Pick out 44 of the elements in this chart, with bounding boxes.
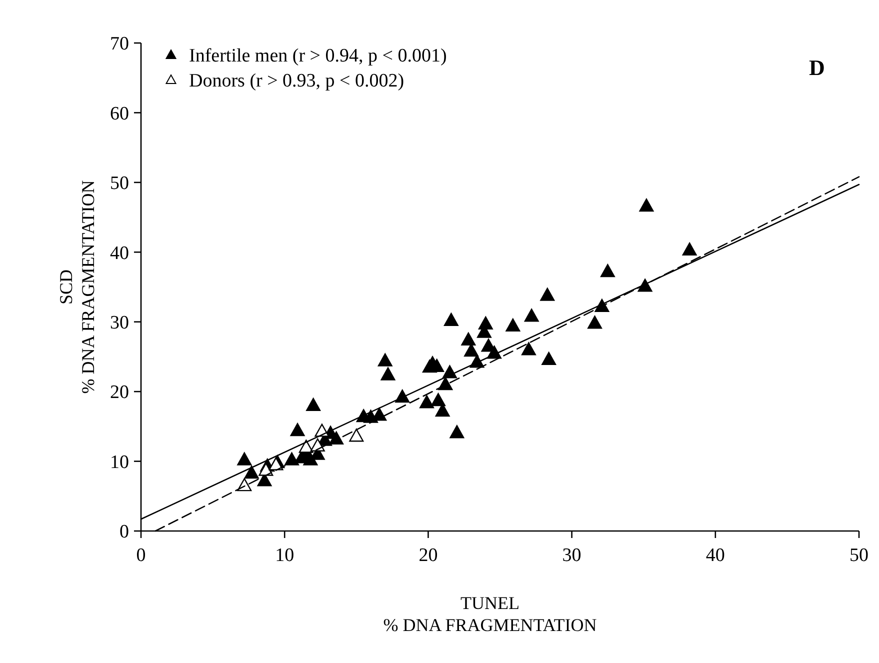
point [306, 398, 321, 412]
legend-label: Infertile men (r > 0.94, p < 0.001) [189, 46, 447, 67]
y-tick-label: 10 [110, 452, 129, 473]
x-tick-label: 50 [850, 545, 868, 566]
point [588, 316, 602, 329]
x-axis-title: TUNEL % DNA FRAGMENTATION [383, 593, 597, 635]
point [349, 428, 364, 442]
point [542, 352, 556, 366]
point [461, 332, 476, 346]
point [639, 198, 654, 212]
y-tick-label: 0 [120, 522, 129, 543]
y-axis-title: SCD % DNA FRAGMENTATION [56, 180, 98, 394]
point [237, 452, 252, 466]
y-tick-label: 70 [110, 34, 129, 55]
point [600, 264, 615, 278]
point [464, 344, 479, 357]
point [244, 466, 259, 479]
y-tick-label: 30 [110, 312, 129, 334]
point [524, 308, 539, 322]
point [298, 440, 314, 453]
point [638, 278, 652, 292]
point [450, 425, 464, 438]
annotation: D [809, 55, 825, 80]
y-tick-label: 50 [110, 173, 129, 194]
point [444, 312, 458, 326]
x-tick-label: 30 [562, 545, 582, 566]
point [521, 342, 536, 356]
x-tick-label: 0 [136, 545, 146, 566]
point [540, 288, 555, 301]
x-tick-label: 10 [275, 545, 294, 566]
x-tick-label: 20 [418, 545, 438, 566]
point [506, 318, 520, 332]
point [431, 393, 446, 406]
point [380, 367, 396, 380]
point [420, 395, 434, 408]
y-tick-label: 40 [110, 242, 129, 264]
y-tick-label: 60 [110, 103, 129, 124]
point [378, 353, 392, 366]
y-tick-label: 20 [110, 382, 129, 404]
point [478, 316, 493, 330]
point [682, 242, 697, 256]
legend-label: Donors (r > 0.93, p < 0.002) [189, 70, 404, 92]
point [290, 423, 305, 436]
x-tick-label: 40 [706, 545, 725, 566]
